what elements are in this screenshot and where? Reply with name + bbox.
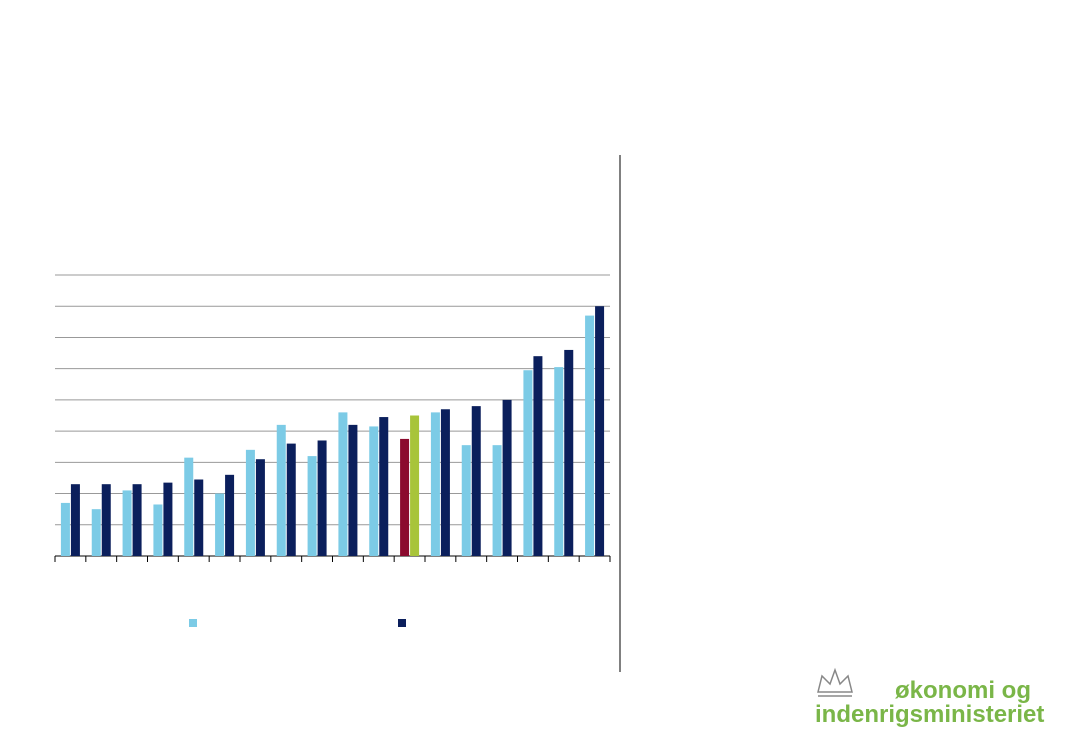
bar (163, 482, 173, 556)
bar (60, 502, 70, 556)
bar (461, 445, 471, 556)
bar (523, 370, 533, 556)
bar (215, 493, 225, 556)
bar (430, 412, 440, 556)
bar (348, 424, 358, 556)
bar (225, 474, 235, 556)
bar (132, 484, 142, 556)
bar (369, 426, 379, 556)
bar (585, 315, 595, 556)
legend-swatch (398, 619, 406, 627)
bar (471, 406, 481, 556)
bar (245, 449, 255, 556)
bar (101, 484, 111, 556)
bar (286, 443, 296, 556)
logo-crown (817, 667, 853, 697)
bar (184, 457, 194, 556)
bar (410, 415, 420, 556)
legend-swatch (189, 619, 197, 627)
bar (533, 356, 543, 556)
logo-line1: økonomi og (895, 677, 1031, 704)
bar (122, 490, 132, 556)
bar (440, 409, 450, 556)
logo-line2: indenrigsministeriet (815, 701, 1044, 728)
bar (70, 484, 80, 556)
bar (255, 459, 265, 556)
bar (554, 367, 564, 556)
bar (276, 424, 286, 556)
bar (338, 412, 348, 556)
bar (492, 445, 502, 556)
bar (194, 479, 204, 556)
bar (91, 509, 101, 556)
bar (307, 456, 317, 556)
bar (502, 399, 512, 556)
bar (564, 349, 574, 556)
bar (317, 440, 327, 556)
bar (595, 306, 605, 556)
bar (400, 438, 410, 556)
bar (153, 504, 163, 556)
bar (379, 417, 389, 556)
